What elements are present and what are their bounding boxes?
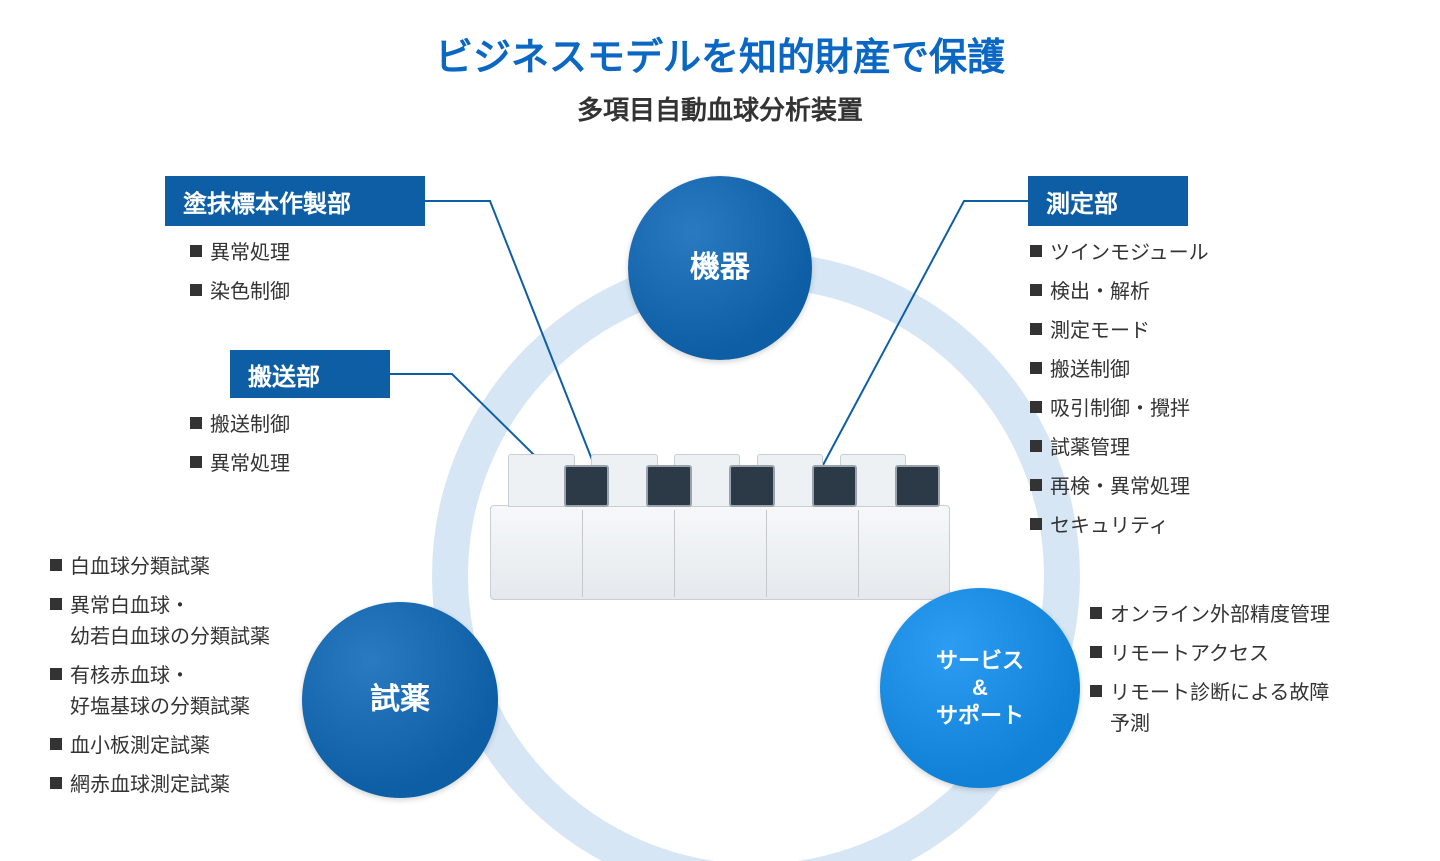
list-item: 有核赤血球・ 好塩基球の分類試薬: [50, 661, 350, 723]
list-item-label: 搬送制御: [210, 410, 290, 441]
circle-device: 機器: [628, 176, 812, 360]
bullet-square-icon: [190, 456, 202, 468]
list-item-label: 染色制御: [210, 277, 290, 308]
list-item-label: ツインモジュール: [1050, 238, 1209, 269]
list-item-label: 搬送制御: [1050, 355, 1130, 386]
list-item: 検出・解析: [1030, 277, 1330, 308]
bullet-square-icon: [1030, 479, 1042, 491]
bullets-reagent: 白血球分類試薬異常白血球・ 幼若白血球の分類試薬有核赤血球・ 好塩基球の分類試薬…: [50, 552, 350, 801]
list-item: 異常処理: [190, 238, 450, 269]
bullets-service: オンライン外部精度管理リモートアクセスリモート診断による故障 予測: [1090, 600, 1420, 740]
list-item: 吸引制御・攪拌: [1030, 394, 1330, 425]
device-illustration: [490, 430, 950, 600]
list-item: リモートアクセス: [1090, 639, 1420, 670]
list-item-label: 吸引制御・攪拌: [1050, 394, 1190, 425]
list-item: セキュリティ: [1030, 511, 1330, 542]
list-item-label: 異常処理: [210, 238, 290, 269]
list-item-label: 測定モード: [1050, 316, 1150, 347]
list-item-label: 検出・解析: [1050, 277, 1150, 308]
bullet-square-icon: [1030, 362, 1042, 374]
page-title: ビジネスモデルを知的財産で保護: [0, 26, 1440, 81]
bullet-square-icon: [50, 668, 62, 680]
list-item: 試薬管理: [1030, 433, 1330, 464]
list-item: 染色制御: [190, 277, 450, 308]
list-item: 異常処理: [190, 449, 450, 480]
box-smear: 塗抹標本作製部: [165, 176, 425, 226]
list-item: 白血球分類試薬: [50, 552, 350, 583]
bullet-square-icon: [1090, 607, 1102, 619]
bullet-square-icon: [1090, 685, 1102, 697]
bullet-square-icon: [1030, 401, 1042, 413]
bullet-square-icon: [190, 284, 202, 296]
list-item: 測定モード: [1030, 316, 1330, 347]
list-item-label: 再検・異常処理: [1050, 472, 1190, 503]
bullet-square-icon: [50, 777, 62, 789]
list-item: 搬送制御: [190, 410, 450, 441]
bullet-square-icon: [1030, 245, 1042, 257]
bullets-measure: ツインモジュール検出・解析測定モード搬送制御吸引制御・攪拌試薬管理再検・異常処理…: [1030, 238, 1330, 542]
list-item: 網赤血球測定試薬: [50, 770, 350, 801]
list-item: ツインモジュール: [1030, 238, 1330, 269]
page-subtitle: 多項目自動血球分析装置: [0, 90, 1440, 127]
list-item-label: 異常白血球・ 幼若白血球の分類試薬: [70, 591, 270, 653]
box-measure: 測定部: [1028, 176, 1188, 226]
list-item-label: 有核赤血球・ 好塩基球の分類試薬: [70, 661, 250, 723]
bullet-square-icon: [1030, 284, 1042, 296]
list-item-label: セキュリティ: [1050, 511, 1169, 542]
list-item: 異常白血球・ 幼若白血球の分類試薬: [50, 591, 350, 653]
list-item-label: 血小板測定試薬: [70, 731, 210, 762]
bullets-transport: 搬送制御異常処理: [190, 410, 450, 480]
bullet-square-icon: [190, 417, 202, 429]
bullet-square-icon: [1030, 440, 1042, 452]
bullet-square-icon: [50, 738, 62, 750]
bullet-square-icon: [190, 245, 202, 257]
list-item-label: リモートアクセス: [1110, 639, 1269, 670]
circle-service: サービス & サポート: [880, 588, 1080, 788]
list-item-label: 網赤血球測定試薬: [70, 770, 230, 801]
box-transport: 搬送部: [230, 350, 390, 398]
list-item: 再検・異常処理: [1030, 472, 1330, 503]
list-item-label: 異常処理: [210, 449, 290, 480]
list-item: オンライン外部精度管理: [1090, 600, 1420, 631]
list-item: 血小板測定試薬: [50, 731, 350, 762]
list-item: リモート診断による故障 予測: [1090, 678, 1420, 740]
bullet-square-icon: [50, 598, 62, 610]
bullet-square-icon: [50, 559, 62, 571]
list-item-label: 白血球分類試薬: [70, 552, 210, 583]
list-item-label: リモート診断による故障 予測: [1110, 678, 1329, 740]
bullet-square-icon: [1090, 646, 1102, 658]
bullet-square-icon: [1030, 518, 1042, 530]
list-item: 搬送制御: [1030, 355, 1330, 386]
bullet-square-icon: [1030, 323, 1042, 335]
list-item-label: オンライン外部精度管理: [1110, 600, 1330, 631]
bullets-smear: 異常処理染色制御: [190, 238, 450, 308]
list-item-label: 試薬管理: [1050, 433, 1130, 464]
